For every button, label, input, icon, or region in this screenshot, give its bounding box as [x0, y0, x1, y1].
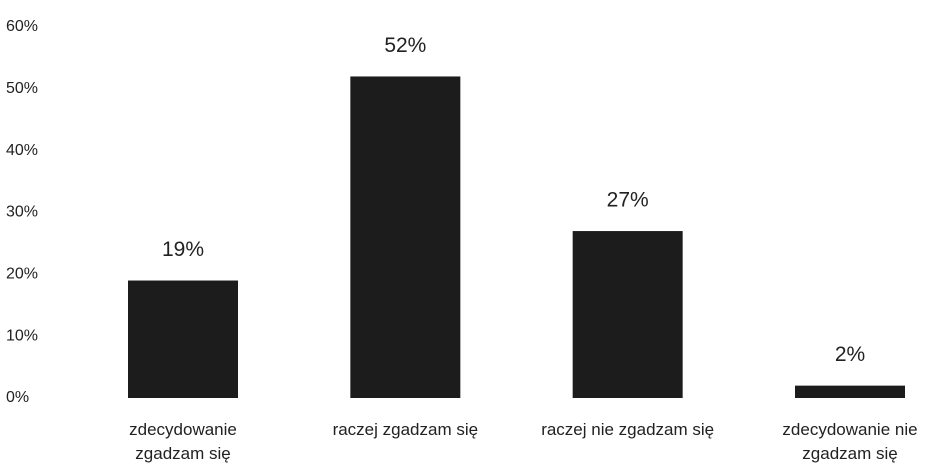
y-tick-label: 0% — [6, 389, 29, 406]
y-tick-label: 30% — [6, 204, 38, 221]
y-tick-label: 50% — [6, 80, 38, 97]
value-label: 2% — [835, 343, 865, 366]
y-tick-label: 10% — [6, 327, 38, 344]
x-tick-label: zdecydowanie nie zgadzam się — [782, 420, 918, 463]
y-tick-label: 60% — [6, 18, 38, 35]
x-tick-label: raczej nie zgadzam się — [541, 420, 715, 439]
bar — [795, 385, 905, 398]
bar — [128, 280, 238, 398]
y-tick-label: 40% — [6, 142, 38, 159]
value-label: 19% — [162, 238, 204, 261]
x-tick-label: raczej zgadzam się — [332, 420, 479, 439]
value-label: 52% — [384, 34, 426, 57]
bar — [350, 76, 461, 398]
y-tick-label: 20% — [6, 266, 38, 283]
x-tick-label: zdecydowanie zgadzam się — [129, 420, 237, 463]
value-label: 27% — [607, 189, 649, 212]
bar — [572, 231, 683, 398]
